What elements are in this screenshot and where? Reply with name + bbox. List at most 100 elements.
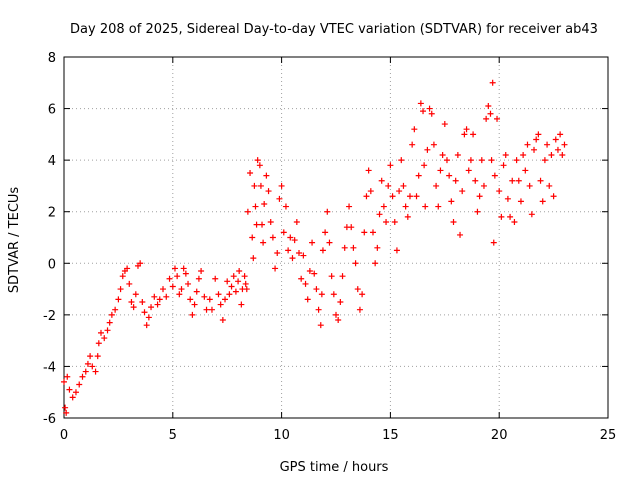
data-point bbox=[352, 260, 359, 267]
data-point bbox=[319, 247, 326, 254]
data-point bbox=[267, 219, 274, 226]
data-point bbox=[383, 219, 390, 226]
data-point bbox=[287, 234, 294, 241]
data-point bbox=[208, 306, 215, 313]
data-point bbox=[174, 273, 181, 280]
axis-ticks: 0 5 10 15 20 25 -6 -4 -2 0 2 4 6 8 bbox=[43, 51, 616, 443]
data-point bbox=[541, 157, 548, 164]
x-tick-label: 5 bbox=[169, 428, 177, 443]
x-tick-label: 10 bbox=[273, 428, 290, 443]
y-tick-label: -2 bbox=[43, 309, 56, 324]
data-point bbox=[498, 213, 505, 220]
data-point bbox=[504, 195, 511, 202]
data-point bbox=[489, 79, 496, 86]
data-point bbox=[132, 291, 139, 298]
y-tick-label: -4 bbox=[43, 360, 56, 375]
data-point bbox=[291, 237, 298, 244]
data-point bbox=[87, 353, 94, 360]
data-point bbox=[166, 275, 173, 282]
data-point bbox=[189, 311, 196, 318]
data-point bbox=[201, 293, 208, 300]
data-point bbox=[363, 193, 370, 200]
data-point bbox=[251, 182, 258, 189]
data-point bbox=[428, 110, 435, 117]
data-point bbox=[278, 182, 285, 189]
data-point bbox=[106, 319, 113, 326]
data-point bbox=[450, 219, 457, 226]
data-point bbox=[454, 151, 461, 158]
data-point bbox=[515, 177, 522, 184]
data-point bbox=[457, 231, 464, 238]
data-point bbox=[282, 203, 289, 210]
data-point bbox=[230, 273, 237, 280]
data-point bbox=[443, 157, 450, 164]
data-point bbox=[328, 273, 335, 280]
data-point bbox=[112, 306, 119, 313]
data-point bbox=[243, 286, 250, 293]
data-point bbox=[361, 229, 368, 236]
data-point bbox=[228, 283, 235, 290]
data-point bbox=[260, 239, 267, 246]
data-point bbox=[417, 100, 424, 107]
data-point bbox=[476, 193, 483, 200]
data-point bbox=[448, 198, 455, 205]
data-point bbox=[463, 126, 470, 133]
data-point bbox=[72, 389, 79, 396]
data-point bbox=[487, 110, 494, 117]
data-point bbox=[89, 363, 96, 370]
y-tick-label: 2 bbox=[48, 206, 56, 221]
data-point bbox=[552, 136, 559, 143]
data-point bbox=[421, 162, 428, 169]
data-point bbox=[115, 296, 122, 303]
data-point bbox=[433, 182, 440, 189]
data-point bbox=[517, 198, 524, 205]
data-point bbox=[409, 141, 416, 148]
data-point bbox=[348, 224, 355, 231]
data-point bbox=[108, 311, 115, 318]
data-point bbox=[296, 249, 303, 256]
data-point bbox=[61, 378, 67, 385]
data-point bbox=[533, 136, 540, 143]
data-point bbox=[322, 229, 329, 236]
data-point bbox=[465, 167, 472, 174]
y-tick-label: 4 bbox=[48, 154, 56, 169]
data-point bbox=[94, 353, 101, 360]
data-point bbox=[141, 309, 148, 316]
y-tick-label: 0 bbox=[48, 257, 56, 272]
data-point bbox=[387, 162, 394, 169]
data-point bbox=[526, 182, 533, 189]
data-point bbox=[222, 296, 229, 303]
data-point bbox=[232, 288, 239, 295]
data-point bbox=[143, 322, 150, 329]
data-point bbox=[212, 275, 219, 282]
x-axis-label: GPS time / hours bbox=[280, 460, 389, 475]
data-point bbox=[356, 306, 363, 313]
data-point bbox=[535, 131, 542, 138]
data-point bbox=[396, 188, 403, 195]
data-point bbox=[435, 203, 442, 210]
data-point bbox=[198, 268, 205, 275]
data-point bbox=[376, 211, 383, 218]
data-point bbox=[160, 286, 167, 293]
data-point bbox=[203, 306, 210, 313]
data-point bbox=[92, 368, 99, 375]
data-point bbox=[467, 157, 474, 164]
data-point bbox=[104, 327, 111, 334]
data-point bbox=[276, 195, 283, 202]
data-point bbox=[478, 157, 485, 164]
data-point bbox=[326, 239, 333, 246]
data-point bbox=[424, 146, 431, 153]
data-point bbox=[269, 234, 276, 241]
plot-area bbox=[63, 56, 609, 419]
data-point bbox=[313, 286, 320, 293]
data-point bbox=[62, 404, 69, 411]
data-point bbox=[354, 286, 361, 293]
data-point bbox=[66, 386, 73, 393]
data-point bbox=[491, 172, 498, 179]
data-point bbox=[242, 280, 249, 287]
data-point bbox=[494, 115, 501, 122]
data-point bbox=[404, 213, 411, 220]
data-point bbox=[117, 286, 124, 293]
data-point bbox=[285, 247, 292, 254]
